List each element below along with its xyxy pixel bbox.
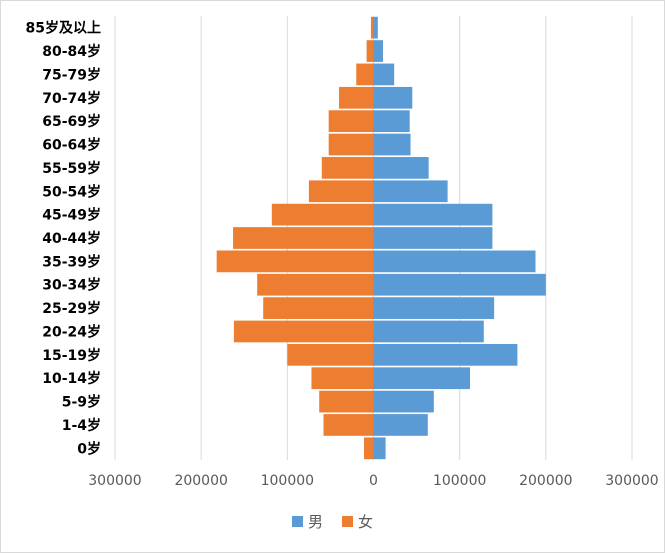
bar-female xyxy=(370,16,374,39)
category-label: 70-74岁 xyxy=(42,90,101,107)
bar-female xyxy=(311,367,374,390)
category-label: 85岁及以上 xyxy=(26,20,101,37)
category-label: 40-44岁 xyxy=(42,230,101,247)
category-label: 35-39岁 xyxy=(42,253,101,270)
bar-female xyxy=(321,157,374,179)
bar-female xyxy=(287,343,374,366)
category-label: 1-4岁 xyxy=(62,417,101,434)
category-label: 45-49岁 xyxy=(42,207,101,224)
bar-male xyxy=(373,180,448,203)
x-tick-label: 100000 xyxy=(261,473,314,489)
bar-male xyxy=(373,437,386,460)
category-label: 20-24岁 xyxy=(42,323,101,340)
bar-female xyxy=(339,86,374,109)
bar-female xyxy=(271,203,374,226)
bar-male xyxy=(373,273,546,296)
bar-male xyxy=(373,157,429,179)
x-tick-label: 300000 xyxy=(88,473,141,489)
bar-male xyxy=(373,297,495,319)
category-label: 65-69岁 xyxy=(42,113,101,130)
bar-female xyxy=(319,390,374,413)
bar-female xyxy=(308,180,374,203)
category-label: 0岁 xyxy=(77,440,101,457)
category-label: 80-84岁 xyxy=(42,43,101,60)
category-label: 25-29岁 xyxy=(42,300,101,317)
legend: 男女 xyxy=(292,513,373,531)
bar-male xyxy=(373,343,518,366)
category-label: 60-64岁 xyxy=(42,137,101,154)
bar-female xyxy=(257,273,374,296)
bar-female xyxy=(233,320,374,343)
bar-female xyxy=(328,110,374,133)
legend-swatch-male xyxy=(292,516,303,527)
bar-female xyxy=(366,40,374,62)
bar-female xyxy=(263,297,374,319)
bar-male xyxy=(373,367,471,390)
bar-male xyxy=(373,250,536,273)
bars xyxy=(216,16,546,460)
bar-male xyxy=(373,110,410,133)
bar-female xyxy=(328,133,374,156)
category-label: 5-9岁 xyxy=(62,394,101,411)
category-label: 10-14岁 xyxy=(42,370,101,387)
legend-swatch-female xyxy=(342,516,353,527)
bar-male xyxy=(373,390,434,413)
bar-female xyxy=(323,414,374,436)
bar-female xyxy=(364,437,374,460)
bar-male xyxy=(373,16,378,39)
bar-male xyxy=(373,203,493,226)
x-tick-label: 0 xyxy=(369,473,378,489)
category-labels: 0岁 1-4岁 5-9岁 10-14岁 15-19岁 20-24岁 25-29岁 30-34岁… xyxy=(26,20,101,458)
bar-male xyxy=(373,133,411,156)
bar-male xyxy=(373,40,383,62)
bar-male xyxy=(373,414,428,436)
bar-female xyxy=(233,227,374,249)
x-tick-label: 300000 xyxy=(605,473,658,489)
legend-label: 男 xyxy=(308,513,323,531)
x-tick-labels: 300000 200000 100000 0 100000 200000 300000 xyxy=(88,473,658,489)
category-label: 30-34岁 xyxy=(42,277,101,294)
bar-male xyxy=(373,320,484,343)
bar-male xyxy=(373,63,395,86)
x-tick-label: 100000 xyxy=(433,473,486,489)
bar-male xyxy=(373,86,413,109)
category-label: 55-59岁 xyxy=(42,160,101,177)
bar-female xyxy=(216,250,374,273)
category-label: 15-19岁 xyxy=(42,347,101,364)
x-tick-label: 200000 xyxy=(174,473,227,489)
category-label: 75-79岁 xyxy=(42,66,101,83)
bar-female xyxy=(356,63,374,86)
legend-label: 女 xyxy=(358,513,373,531)
bar-male xyxy=(373,227,493,249)
category-label: 50-54岁 xyxy=(42,183,101,200)
x-tick-label: 200000 xyxy=(519,473,572,489)
